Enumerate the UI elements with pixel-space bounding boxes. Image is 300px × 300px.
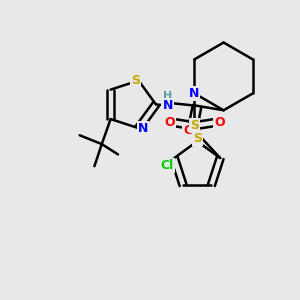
Text: O: O xyxy=(164,116,175,129)
Text: S: S xyxy=(190,119,199,132)
Text: S: S xyxy=(193,132,202,145)
Text: Cl: Cl xyxy=(160,159,173,172)
Text: H: H xyxy=(163,91,172,100)
Text: N: N xyxy=(189,87,200,100)
Text: S: S xyxy=(131,74,140,87)
Text: O: O xyxy=(214,116,225,129)
Text: N: N xyxy=(138,122,148,135)
Text: O: O xyxy=(183,124,194,137)
Text: N: N xyxy=(163,99,173,112)
